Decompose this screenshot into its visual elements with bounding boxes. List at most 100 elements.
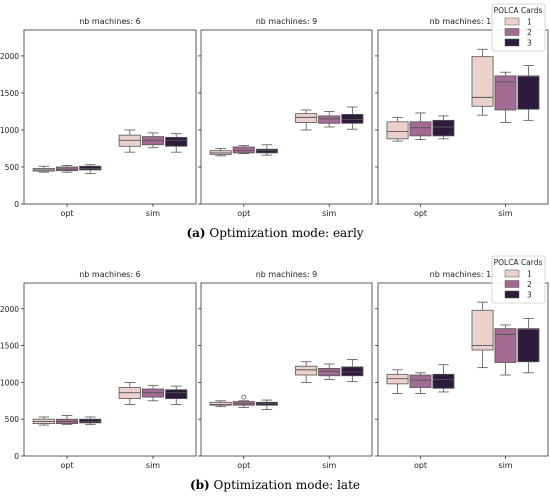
x-tick-label: sim bbox=[322, 209, 336, 218]
box-iqr bbox=[432, 119, 455, 137]
x-tick-label: sim bbox=[146, 461, 160, 470]
x-tick-label: opt bbox=[60, 209, 73, 218]
legend-label-3: 3 bbox=[527, 291, 532, 300]
x-tick-label: opt bbox=[60, 461, 73, 470]
x-tick-label: sim bbox=[498, 461, 512, 470]
legend-label-3: 3 bbox=[527, 39, 532, 48]
box-plot-sim-hue-1 bbox=[295, 361, 318, 383]
box-plot-sim-hue-3 bbox=[341, 106, 364, 130]
caption-b-tag: (b) bbox=[189, 478, 210, 492]
box-plot-opt-hue-3 bbox=[79, 416, 102, 425]
box-plot-opt-hue-1 bbox=[32, 416, 55, 426]
box-plot-sim-hue-3 bbox=[517, 317, 540, 374]
box-iqr bbox=[494, 75, 517, 111]
y-tick-label: 500 bbox=[5, 163, 20, 172]
legend-title: POLCA Cards bbox=[494, 258, 543, 267]
legend-swatch-2 bbox=[504, 28, 520, 36]
box-iqr bbox=[409, 121, 432, 137]
x-tick-label: opt bbox=[237, 209, 250, 218]
facet-panel: nb machines: 9 opt sim bbox=[198, 270, 373, 470]
box-plot-opt-hue-1 bbox=[386, 369, 409, 394]
box-plot-sim-hue-1 bbox=[118, 381, 141, 405]
box-iqr bbox=[165, 389, 188, 399]
facet-title: nb machines: 9 bbox=[256, 17, 318, 26]
legend-label-1: 1 bbox=[527, 18, 532, 27]
caption-a-text: Optimization mode: early bbox=[209, 226, 364, 240]
box-plot-opt-hue-3 bbox=[255, 144, 278, 156]
box-plot-sim-hue-3 bbox=[165, 133, 188, 153]
box-iqr bbox=[517, 328, 540, 363]
box-iqr bbox=[232, 146, 255, 154]
box-iqr bbox=[341, 366, 364, 377]
x-tick-label: sim bbox=[146, 209, 160, 218]
box-plot-sim-hue-1 bbox=[471, 301, 494, 369]
caption-a: (a) Optimization mode: early bbox=[0, 226, 550, 240]
box-plot-sim-hue-2 bbox=[141, 132, 165, 149]
box-plot-sim-hue-2 bbox=[141, 384, 165, 402]
x-tick-label: sim bbox=[498, 209, 512, 218]
legend-title: POLCA Cards bbox=[494, 6, 543, 15]
legend: POLCA Cards 12 3 bbox=[491, 3, 546, 52]
box-plot-sim-hue-1 bbox=[295, 109, 318, 131]
box-plot-opt-hue-1 bbox=[209, 148, 232, 157]
box-plot-opt-hue-2 bbox=[409, 372, 432, 394]
facet-title: nb machines: 9 bbox=[256, 270, 318, 279]
y-tick-label: 1500 bbox=[0, 89, 19, 98]
box-iqr bbox=[471, 309, 494, 351]
box-plot-opt-hue-2 bbox=[55, 165, 79, 173]
outlier-point bbox=[241, 394, 247, 400]
facet-title: nb machines: 6 bbox=[79, 270, 141, 279]
box-plot-sim-hue-2 bbox=[494, 71, 517, 123]
box-plot-sim-hue-1 bbox=[118, 129, 141, 153]
box-plot-sim-hue-2 bbox=[318, 111, 341, 128]
caption-b: (b) Optimization mode: late bbox=[0, 478, 550, 492]
y-tick-label: 1500 bbox=[0, 342, 19, 351]
plot-frame bbox=[377, 29, 549, 205]
facet-panel: nb machines: 9 opt sim bbox=[198, 17, 373, 218]
box-plot-opt-hue-1 bbox=[32, 165, 55, 173]
box-iqr bbox=[295, 365, 318, 376]
caption-b-text: Optimization mode: late bbox=[213, 478, 361, 492]
x-tick-label: sim bbox=[322, 461, 336, 470]
box-plot-opt-hue-3 bbox=[255, 399, 278, 411]
box-plot-sim-hue-1 bbox=[471, 48, 494, 116]
plot-frame bbox=[23, 29, 197, 205]
y-tick-label: 1000 bbox=[0, 126, 19, 135]
facet-panel: nb machines: 6 0 500 1000 1500 2000 opt sim bbox=[0, 17, 197, 218]
y-tick-label: 500 bbox=[5, 415, 20, 424]
box-plot-opt-hue-3 bbox=[432, 115, 455, 140]
box-plot-opt-hue-2 bbox=[409, 112, 432, 140]
box-iqr bbox=[341, 114, 364, 124]
facet-title: nb machines: 6 bbox=[79, 17, 141, 26]
legend-label-2: 2 bbox=[527, 280, 532, 289]
y-tick-label: 0 bbox=[14, 452, 19, 461]
legend-swatch-3 bbox=[504, 290, 520, 299]
legend-label-2: 2 bbox=[527, 28, 532, 37]
box-plot-sim-hue-2 bbox=[318, 363, 341, 380]
x-tick-label: opt bbox=[237, 461, 250, 470]
box-plot-opt-hue-1 bbox=[209, 400, 232, 408]
box-iqr bbox=[471, 56, 494, 107]
box-iqr bbox=[494, 328, 517, 363]
y-tick-label: 2000 bbox=[0, 305, 19, 314]
box-plot-opt-hue-1 bbox=[386, 116, 409, 142]
legend-swatch-1 bbox=[504, 17, 520, 26]
plot-frame bbox=[377, 282, 549, 457]
box-plot-sim-hue-3 bbox=[517, 65, 540, 121]
legend: POLCA Cards 12 3 bbox=[491, 255, 546, 304]
box-iqr bbox=[209, 401, 232, 406]
caption-a-tag: (a) bbox=[186, 226, 206, 240]
legend-label-1: 1 bbox=[527, 270, 532, 279]
box-iqr bbox=[318, 115, 341, 124]
box-iqr bbox=[386, 121, 409, 140]
legend-swatch-2 bbox=[504, 280, 520, 288]
box-plot-opt-hue-3 bbox=[79, 164, 102, 175]
facet-panel: nb machines: 6 0 500 1000 1500 2000 opt sim bbox=[0, 270, 197, 470]
box-iqr bbox=[318, 367, 341, 377]
box-plot-sim-hue-3 bbox=[341, 359, 364, 383]
box-plot-opt-hue-2 bbox=[232, 145, 255, 155]
